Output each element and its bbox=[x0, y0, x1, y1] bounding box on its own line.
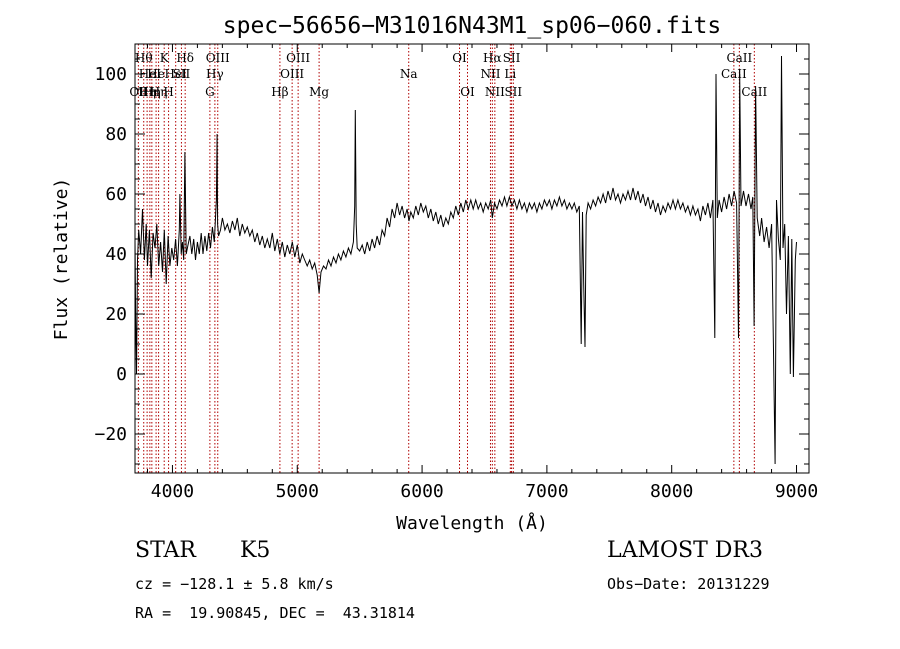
survey-name: LAMOST DR3 bbox=[607, 538, 763, 563]
y-tick-label-6: 100 bbox=[94, 64, 127, 85]
line-label-4: Hη bbox=[143, 85, 161, 99]
line-label-24: NII bbox=[485, 85, 505, 99]
line-label-1: Hθ bbox=[135, 51, 153, 65]
y-tick-label-5: 80 bbox=[105, 124, 127, 145]
line-label-14: OIII bbox=[206, 51, 230, 65]
line-label-15: Hβ bbox=[271, 85, 288, 99]
line-label-11: Hδ bbox=[176, 51, 194, 65]
object-subclass: K5 bbox=[240, 538, 271, 563]
line-label-7: K bbox=[160, 51, 170, 65]
plot-frame bbox=[134, 43, 810, 474]
line-label-9: HeI bbox=[165, 67, 188, 81]
observation-date: Obs−Date: 20131229 bbox=[607, 575, 770, 593]
redshift-cz: cz = −128.1 ± 5.8 km/s bbox=[135, 575, 334, 593]
line-label-21: OI bbox=[460, 85, 475, 99]
y-tick-label-3: 40 bbox=[105, 244, 127, 265]
spectral-line-markers bbox=[137, 44, 755, 473]
line-label-12: G bbox=[205, 85, 215, 99]
line-label-28: CaII bbox=[721, 67, 747, 81]
y-tick-label-4: 60 bbox=[105, 184, 127, 205]
line-label-27: SII bbox=[504, 85, 522, 99]
y-axis-label: Flux (relative) bbox=[51, 178, 72, 341]
x-axis: 4000 5000 6000 7000 8000 9000 bbox=[146, 44, 818, 502]
coordinates: RA = 19.90845, DEC = 43.31814 bbox=[135, 604, 415, 622]
line-label-26: SII bbox=[503, 51, 521, 65]
line-label-23: Hα bbox=[483, 51, 502, 65]
line-label-8: H bbox=[163, 85, 173, 99]
spectrum-line bbox=[134, 55, 797, 465]
line-label-2: Hη bbox=[138, 85, 156, 99]
line-label-0: OⅡ bbox=[129, 85, 147, 99]
line-label-3: HeI bbox=[139, 67, 162, 81]
line-label-25: Li bbox=[504, 67, 516, 81]
line-label-30: CaII bbox=[741, 85, 767, 99]
line-label-22: NII bbox=[480, 67, 500, 81]
x-tick-label-6000: 6000 bbox=[400, 481, 443, 502]
y-tick-label-2: 20 bbox=[105, 304, 127, 325]
flux-series bbox=[134, 55, 797, 465]
y-tick-label-0: −20 bbox=[94, 424, 127, 445]
y-axis: −20 0 20 40 60 80 100 bbox=[94, 43, 809, 465]
x-tick-label-9000: 9000 bbox=[775, 481, 818, 502]
line-label-10: SII bbox=[173, 67, 191, 81]
x-tick-label-8000: 8000 bbox=[650, 481, 693, 502]
x-tick-label-7000: 7000 bbox=[525, 481, 568, 502]
y-tick-label-1: 0 bbox=[116, 364, 127, 385]
chart-title: spec−56656−M31016N43M1_sp06−060.fits bbox=[223, 13, 722, 39]
line-label-18: Mg bbox=[309, 85, 329, 99]
line-label-20: OI bbox=[452, 51, 467, 65]
line-label-29: CaII bbox=[726, 51, 752, 65]
x-tick-label-4000: 4000 bbox=[151, 481, 194, 502]
line-label-19: Na bbox=[400, 67, 418, 81]
line-label-6: Hη bbox=[150, 85, 168, 99]
x-tick-label-5000: 5000 bbox=[276, 481, 319, 502]
object-class: STAR bbox=[135, 538, 196, 563]
line-label-17: OIII bbox=[286, 51, 310, 65]
x-axis-label: Wavelength (Å) bbox=[396, 512, 548, 534]
line-label-5: He bbox=[147, 67, 165, 81]
spectral-line-labels: OⅡHθHηHeIHηHeHηKHHeISIIHδGHγOIIIHβOIIIOI… bbox=[129, 51, 767, 99]
line-label-16: OIII bbox=[280, 67, 304, 81]
line-label-13: Hγ bbox=[206, 67, 224, 81]
